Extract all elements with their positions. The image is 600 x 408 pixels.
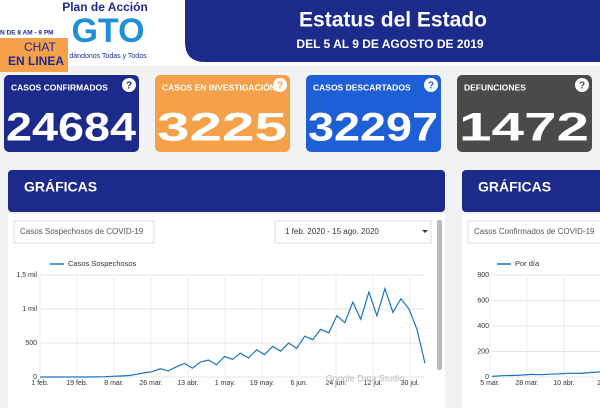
chat[interactable]: CHAT: [24, 40, 56, 54]
help[interactable]: ?: [428, 81, 434, 92]
legend-text: Casos Sospechosos: [68, 259, 137, 268]
chat-badge[interactable]: [0, 38, 68, 72]
logo: GTO: [71, 12, 144, 50]
card-label: DEFUNCIONES: [464, 82, 526, 92]
dropdown-arrow: [422, 230, 428, 233]
banner: [185, 0, 600, 62]
x-tick-label: 8 mar.: [104, 380, 124, 387]
x-tick-label: 5 mar.: [480, 380, 500, 387]
card: [306, 75, 441, 152]
card-value: 1472: [459, 106, 589, 150]
x-tick-label: 6 jun.: [290, 380, 307, 387]
card-label: CASOS EN INVESTIGACIÓN: [162, 81, 276, 92]
panel-header: [462, 170, 600, 212]
chart-button-text[interactable]: Casos Confirmados de COVID-19: [474, 227, 595, 236]
date-range[interactable]: [274, 220, 432, 244]
y-tick-label: 500: [25, 340, 37, 347]
x-tick-label: 30 jul.: [401, 380, 420, 387]
watermark: Google Data Studio: [326, 373, 405, 383]
x-tick-label: 23: [597, 380, 600, 387]
line: [40, 286, 426, 378]
chart-button-text[interactable]: Casos Sospechosos de COVID-19: [20, 227, 144, 236]
card-label: CASOS CONFIRMADOS: [11, 82, 108, 92]
x-tick-label: 24 jun.: [325, 380, 346, 387]
panel-title: GRÁFICAS: [478, 179, 551, 195]
card: [457, 75, 592, 152]
chart-button[interactable]: [467, 220, 600, 244]
title: Estatus del Estado: [299, 9, 487, 32]
x-tick-label: 19 may.: [250, 380, 274, 387]
date-range-text[interactable]: 1 feb. 2020 - 15 ago. 2020: [285, 227, 379, 236]
x-tick-label: 13 abr.: [177, 380, 198, 387]
y-tick-label: 1 mil: [22, 306, 37, 313]
x-tick-label: 1 may.: [215, 380, 236, 387]
panel-header: [8, 170, 445, 212]
help-icon[interactable]: [424, 78, 438, 92]
card-value: 3225: [157, 106, 287, 150]
panel-body: [462, 214, 600, 408]
line: [491, 371, 600, 377]
panel-body: [8, 214, 445, 408]
card-value: 24684: [6, 106, 137, 150]
y-tick-label: 0: [485, 374, 489, 381]
x-tick-label: 26 mar.: [139, 380, 162, 387]
y-tick-label: 600: [477, 297, 489, 304]
help[interactable]: ?: [579, 81, 585, 92]
logo-top: Plan de Acción: [62, 0, 148, 14]
y-tick-label: 0: [33, 374, 37, 381]
card: [155, 75, 290, 152]
x-tick-label: 10 abr.: [553, 380, 574, 387]
y-tick-label: 400: [477, 323, 489, 330]
chat[interactable]: EN LINEA: [8, 54, 64, 68]
x-tick-label: 1 feb.: [31, 380, 49, 387]
card-value: 32297: [308, 106, 438, 150]
help-icon[interactable]: [273, 78, 287, 92]
card: [4, 75, 139, 152]
y-tick-label: 800: [477, 272, 489, 279]
x-tick-label: 12 jul.: [364, 380, 383, 387]
x-tick-label: 19 feb.: [66, 380, 87, 387]
hours: N DE 8 AM - 9 PM: [0, 30, 54, 37]
subtitle: DEL 5 AL 9 DE AGOSTO DE 2019: [296, 37, 484, 51]
card-label: CASOS DESCARTADOS: [313, 82, 411, 92]
help[interactable]: ?: [277, 81, 283, 92]
help[interactable]: ?: [126, 81, 132, 92]
help-icon[interactable]: [575, 78, 589, 92]
help-icon[interactable]: [122, 78, 136, 92]
panel-title: GRÁFICAS: [24, 179, 97, 195]
chart-button[interactable]: [13, 220, 155, 244]
y-tick-label: 1,5 mil: [16, 272, 37, 279]
scrollbar: [437, 220, 442, 370]
logo-sub: dándonos Todas y Todos: [69, 53, 147, 60]
x-tick-label: 28 mar.: [515, 380, 538, 387]
y-tick-label: 200: [477, 348, 489, 355]
legend-text: Por día: [515, 259, 540, 268]
